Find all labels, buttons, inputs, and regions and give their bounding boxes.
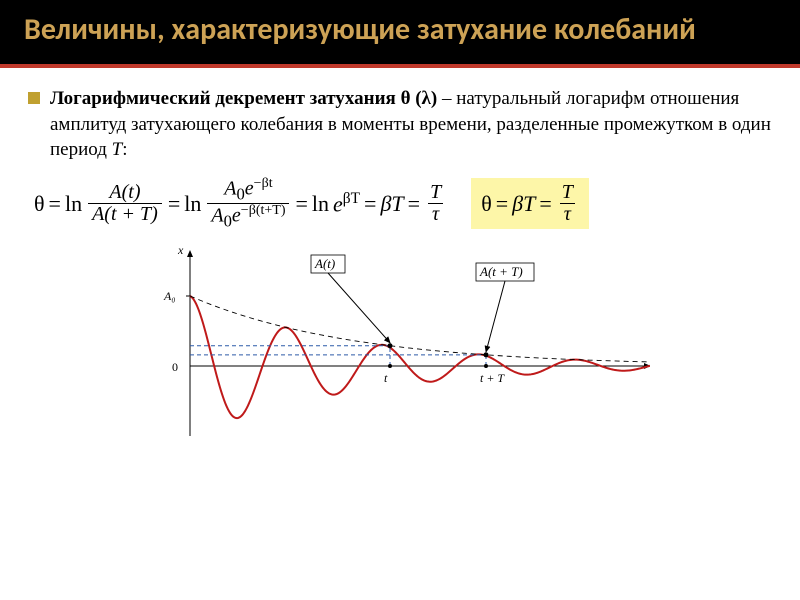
svg-text:t + T: t + T — [480, 371, 505, 385]
box-eq2: = — [539, 191, 551, 217]
svg-text:t: t — [384, 371, 388, 385]
sym-eq1: = — [49, 191, 61, 217]
sym-eq5: = — [408, 191, 420, 217]
sym-ln1: ln — [65, 191, 82, 217]
frac2-num: A0e−βt — [220, 177, 276, 203]
term-bold: Логарифмический декремент затухания θ (λ… — [50, 88, 437, 109]
frac-2: A0e−βt A0e−β(t+T) — [207, 177, 289, 230]
f3n: T — [426, 182, 445, 203]
f3d: τ — [428, 203, 443, 225]
frac1-num: A(t) — [105, 182, 144, 203]
box-bT: βT — [512, 191, 535, 217]
frac-3: T τ — [426, 182, 445, 225]
fbd: τ — [560, 203, 575, 225]
bullet-paragraph: Логарифмический декремент затухания θ (λ… — [28, 86, 772, 163]
sym-eq4: = — [364, 191, 376, 217]
f2d-A: A — [211, 205, 223, 227]
e3: e — [333, 191, 343, 216]
sym-theta: θ — [34, 191, 45, 217]
f2n-exp: −βt — [254, 176, 273, 191]
exp3: βT — [343, 190, 360, 207]
svg-text:A(t + T): A(t + T) — [479, 264, 523, 279]
bullet-square-icon — [28, 92, 40, 104]
sym-ln2: ln — [184, 191, 201, 217]
page-title: Величины, характеризующие затухание коле… — [24, 12, 776, 48]
frac-1: A(t) A(t + T) — [88, 182, 162, 225]
sym-eq3: = — [295, 191, 307, 217]
frac1-den: A(t + T) — [88, 203, 162, 225]
period-symbol: T — [112, 139, 123, 160]
f2n-A: A — [224, 178, 236, 200]
content-area: Логарифмический декремент затухания θ (λ… — [0, 68, 800, 456]
f2d-e: e — [232, 205, 241, 227]
ln-ebt: eβT — [333, 190, 360, 217]
damped-oscillation-chart: xt0A₀tA(t)t + TA(t + T) — [150, 236, 650, 456]
definition-text: Логарифмический декремент затухания θ (λ… — [50, 86, 772, 163]
frac2-den: A0e−β(t+T) — [207, 203, 289, 230]
sym-eq2: = — [168, 191, 180, 217]
bT1: βT — [380, 191, 403, 217]
frac-box: T τ — [558, 182, 577, 225]
svg-text:x: x — [177, 243, 184, 257]
f2n-e: e — [245, 178, 254, 200]
f2d-exp: −β(t+T) — [241, 203, 286, 218]
formula-main: θ = ln A(t) A(t + T) = ln A0e−βt A0e−β(t… — [34, 177, 447, 230]
colon: : — [122, 139, 127, 160]
svg-text:0: 0 — [172, 360, 178, 374]
box-eq1: = — [496, 191, 508, 217]
f2d-0: 0 — [224, 212, 232, 231]
box-theta: θ — [481, 191, 492, 217]
f2n-0: 0 — [236, 185, 244, 204]
sym-ln3: ln — [312, 191, 329, 217]
svg-text:A₀: A₀ — [163, 289, 176, 303]
fbn: T — [558, 182, 577, 203]
formula-row: θ = ln A(t) A(t + T) = ln A0e−βt A0e−β(t… — [28, 177, 772, 230]
svg-text:A(t): A(t) — [314, 256, 335, 271]
formula-highlight-box: θ = βT = T τ — [471, 178, 589, 229]
